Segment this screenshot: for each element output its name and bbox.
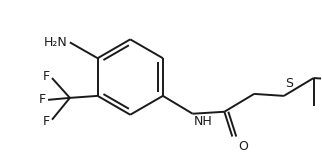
Text: H₂N: H₂N — [44, 36, 68, 49]
Text: F: F — [43, 115, 50, 128]
Text: F: F — [43, 70, 50, 82]
Text: NH: NH — [194, 115, 213, 128]
Text: O: O — [238, 140, 248, 152]
Text: S: S — [285, 78, 293, 90]
Text: F: F — [39, 93, 46, 106]
